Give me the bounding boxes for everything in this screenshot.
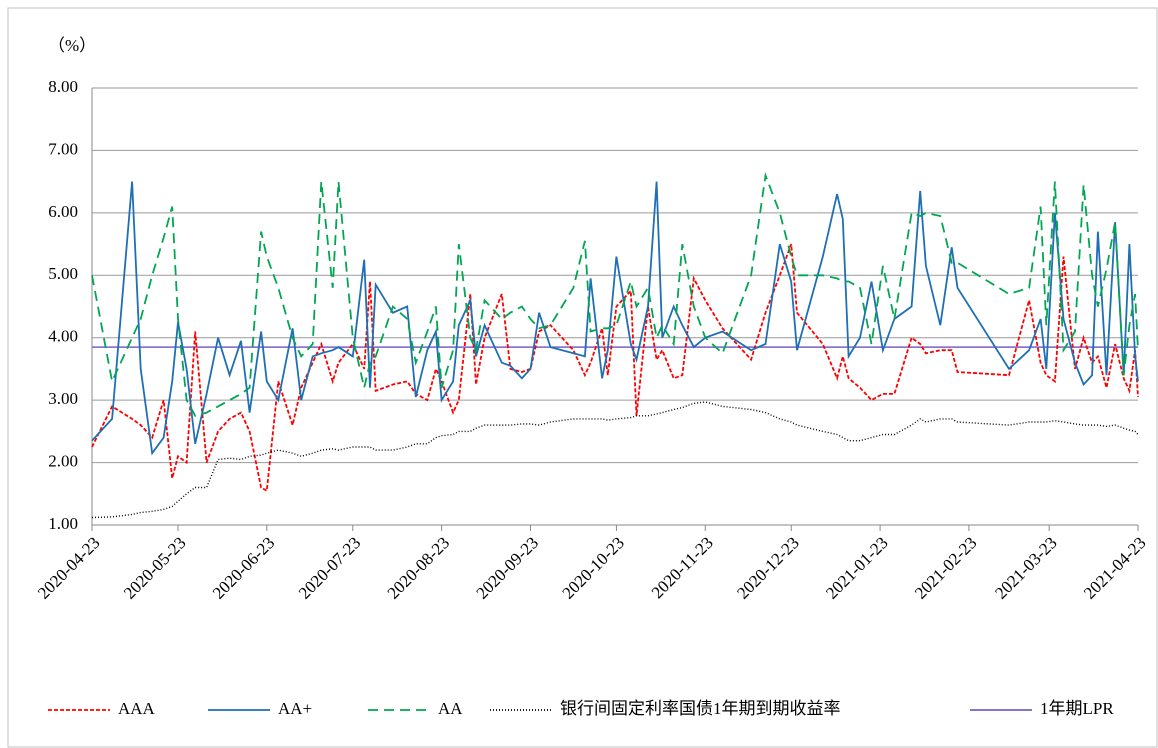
x-tick-label: 2020-06-23 [209,533,279,603]
x-tick-label: 2020-10-23 [558,533,628,603]
series-line [91,171,1139,417]
x-tick-label: 2021-03-23 [991,533,1061,603]
chart-frame [7,7,1158,748]
y-tick-label: 8.00 [48,77,78,96]
x-tick-label: 2020-04-23 [34,533,104,603]
y-tick-label: 6.00 [48,202,78,221]
legend-label: 银行间固定利率国债1年期到期收益率 [560,699,841,718]
legend-label: AAA [118,699,156,718]
legend-label: AA+ [278,699,312,718]
x-tick-label: 2020-05-23 [120,533,190,603]
x-tick-label: 2021-01-23 [822,533,892,603]
x-tick-label: 2020-07-23 [295,533,365,603]
series-line [91,181,1139,456]
series-line [91,243,1139,493]
x-tick-label: 2020-11-23 [648,533,717,602]
y-tick-label: 5.00 [48,264,78,283]
y-tick-label: 2.00 [48,451,78,470]
x-tick-label: 2020-12-23 [733,533,803,603]
x-tick-label: 2020-09-23 [473,533,543,603]
y-axis-label: （%） [48,36,96,55]
legend-label: AA [438,699,463,718]
legend-label: 1年期LPR [1040,699,1114,718]
x-tick-label: 2020-08-23 [384,533,454,603]
x-tick-label: 2021-02-23 [911,533,981,603]
y-tick-label: 7.00 [48,139,78,158]
x-tick-label: 2021-04-23 [1080,533,1150,603]
y-tick-label: 3.00 [48,389,78,408]
series-line [91,401,1139,519]
y-tick-label: 4.00 [48,327,78,346]
y-tick-label: 1.00 [48,514,78,533]
